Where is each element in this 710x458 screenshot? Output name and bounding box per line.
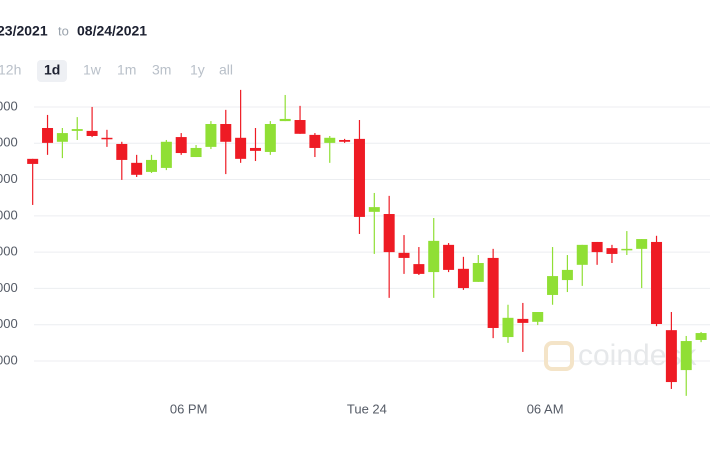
range-selector: 12h 1d 1w 1m 3m 1y all xyxy=(0,60,233,82)
x-tick-label: Tue 24 xyxy=(347,401,387,416)
candle-body xyxy=(472,263,484,282)
candle-body xyxy=(339,139,351,142)
y-tick-label: 000 xyxy=(0,135,18,150)
candle-body xyxy=(547,276,559,295)
candle-body xyxy=(532,312,544,322)
range-option[interactable]: 1y xyxy=(190,62,205,78)
range-option[interactable]: 12h xyxy=(0,62,21,78)
y-tick-label: 000 xyxy=(0,207,18,222)
y-tick-label: 000 xyxy=(0,244,18,259)
candle-body xyxy=(443,244,455,270)
range-option[interactable]: 1w xyxy=(83,62,102,78)
y-tick-label: 000 xyxy=(0,316,18,331)
candle-body xyxy=(383,214,395,253)
date-separator: to xyxy=(58,23,69,38)
candle-body xyxy=(368,207,380,212)
y-tick-label: 000 xyxy=(0,280,18,295)
candle-body xyxy=(487,257,499,328)
watermark: coindesk xyxy=(544,339,697,372)
candle-body xyxy=(116,143,128,160)
candle-body xyxy=(131,162,143,175)
candle-body xyxy=(71,129,83,131)
start-date: 23/2021 xyxy=(0,23,48,39)
candle-body xyxy=(190,147,202,158)
candle-body xyxy=(101,137,113,140)
range-option[interactable]: 3m xyxy=(152,62,171,78)
candle-body xyxy=(398,252,410,258)
watermark-text: coindesk xyxy=(578,339,697,372)
candle-body xyxy=(294,120,306,134)
candle-body xyxy=(353,138,365,217)
candle-body xyxy=(27,158,39,164)
x-tick-label: 06 PM xyxy=(170,401,208,416)
candle-body xyxy=(264,124,276,152)
candle-body xyxy=(502,317,514,338)
candle-body xyxy=(591,241,603,253)
y-tick-label: 000 xyxy=(0,171,18,186)
range-option[interactable]: 1m xyxy=(117,62,136,78)
candle-body xyxy=(576,244,588,265)
candle-body xyxy=(279,118,291,122)
candle-body xyxy=(56,133,68,142)
candle-body xyxy=(249,147,261,151)
candle-body xyxy=(146,159,158,172)
candle-body xyxy=(324,137,336,143)
candle-body xyxy=(517,318,529,323)
y-tick-label: 000 xyxy=(0,352,18,367)
range-selected-bg xyxy=(37,60,67,82)
candle-body xyxy=(205,124,217,147)
candle-body xyxy=(235,137,247,159)
candle-body xyxy=(651,241,663,324)
candle-body xyxy=(220,124,232,142)
candle-body xyxy=(636,239,648,249)
candle-body xyxy=(160,141,172,168)
candle-body xyxy=(309,134,321,148)
candle-body xyxy=(680,341,692,371)
watermark-logo xyxy=(544,341,574,371)
candle-body xyxy=(665,330,677,383)
candle-body xyxy=(428,240,440,273)
x-tick-label: 06 AM xyxy=(527,401,564,416)
range-option[interactable]: all xyxy=(219,62,233,78)
range-option[interactable]: 1d xyxy=(44,62,60,78)
end-date: 08/24/2021 xyxy=(77,23,147,39)
candle-body xyxy=(695,333,707,340)
candle-body xyxy=(42,127,54,143)
candle-body xyxy=(621,248,633,251)
candle-body xyxy=(561,269,573,281)
candle-body xyxy=(606,248,618,254)
candle-body xyxy=(413,264,425,274)
y-tick-label: 000 xyxy=(0,98,18,113)
candle-body xyxy=(457,268,469,289)
candle-body xyxy=(86,130,98,136)
candle-body xyxy=(175,137,187,154)
